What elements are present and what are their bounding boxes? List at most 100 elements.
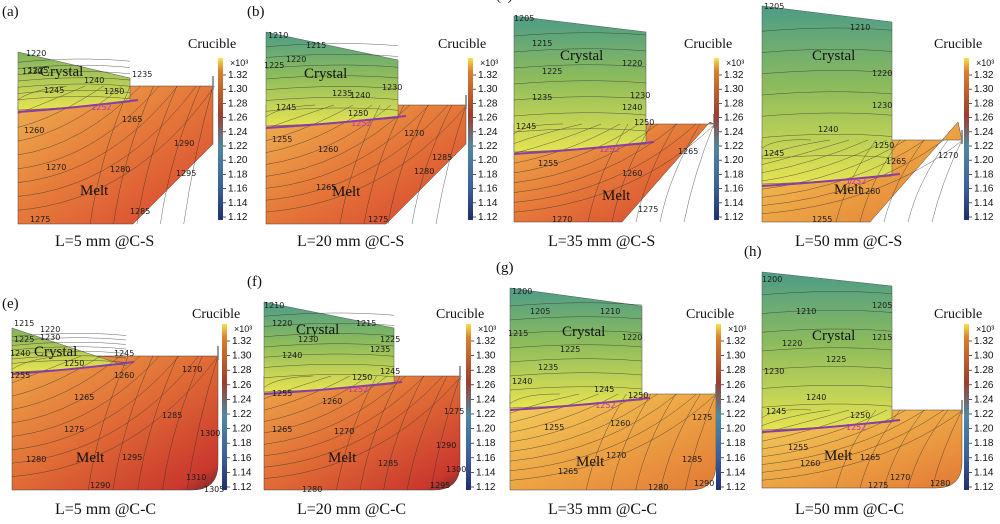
crystal-isotherm [17,71,131,75]
colorbar-tick-label: 1.20 [478,155,498,166]
colorbar-tick-label: 1.32 [228,70,248,81]
crucible-label: Crucible [686,307,734,322]
colorbar-tick-label: 1.18 [726,438,746,449]
contour-label: 1295 [176,169,196,178]
colorbar-tick-label: 1.24 [726,394,746,405]
melt-isotherm [11,355,101,397]
colorbar: ×10³ 1.32 1.30 1.28 1.26 1.24 1.22 1.20 1.18 1.16… [964,324,994,493]
crystal-isotherm [17,64,131,69]
melt-isotherm [761,409,907,458]
contour-label: 1230 [382,83,402,92]
colorbar-tick-label: 1.30 [724,84,744,95]
melt-isotherm [11,355,180,451]
colorbar-tick-label: 1.32 [974,70,994,81]
colorbar-exponent: ×10³ [478,324,496,334]
contour-label: 1270 [404,129,424,138]
colorbar-tick-label: 1.18 [476,438,496,449]
melt-label: Melt [834,182,863,198]
colorbar-tick-label: 1.14 [476,467,496,478]
interface-label: 1252 [846,177,866,186]
crystal-isotherm [265,53,399,58]
isotherms [509,302,717,491]
melt-isotherm [17,85,104,128]
colorbar-tick-label: 1.24 [724,127,744,138]
contour-label: 1300 [446,465,466,474]
panel-caption: L=35 mm @C-C [548,501,657,518]
contour-label: 1260 [860,187,880,196]
melt-isotherm [11,355,160,437]
colorbar-scale [468,58,473,220]
contour-label: 1235 [532,93,552,102]
contour-label: 1255 [272,389,292,398]
colorbar-tick-label: 1.12 [478,212,498,223]
melt-isotherm [509,393,697,472]
contour-label: 1250 [352,373,372,382]
colorbar-tick-label: 1.22 [476,409,496,420]
crystal-isotherm [263,363,395,368]
colorbar-tick-label: 1.12 [476,482,496,493]
melt-isotherm [265,104,392,165]
colorbar-tick-label: 1.26 [476,380,496,391]
crystal-isotherm [11,355,127,360]
crystal-region [513,15,647,153]
melt-isotherm [761,139,945,206]
crystal-label: Crystal [562,324,605,340]
contour-label: 1270 [182,365,202,374]
crystal-isotherm [761,112,893,117]
melt-isotherm [513,123,659,184]
contour-label: 1220 [872,69,892,78]
melt-isotherm [336,375,377,491]
melt-isotherm [761,409,926,465]
melt-isotherm [610,393,652,491]
colorbar-tick-label: 1.22 [974,409,994,420]
melt-isotherm [406,375,448,491]
melt-isotherm [17,85,197,197]
melt-isotherm [17,85,215,211]
contour-label: 1260 [114,371,134,380]
colorbar-tick-label: 1.16 [724,184,744,195]
colorbar-tick-label: 1.26 [974,380,994,391]
colorbar-tick-label: 1.20 [232,424,252,435]
interface-line [263,381,403,395]
crystal-isotherm [265,86,399,90]
melt-isotherm [263,375,332,400]
colorbar-tick-label: 1.12 [726,482,746,493]
melt-isotherm [683,123,715,223]
colorbar-tick-label: 1.24 [974,127,994,138]
contour-label: 1205 [872,301,892,310]
colorbar-tick-label: 1.28 [724,98,744,109]
melt-isotherm [509,393,619,433]
melt-isotherm [907,139,949,223]
melt-isotherm [761,409,945,473]
melt-isotherm [160,85,201,225]
contour-label: 1265 [122,115,142,124]
contour-label: 1230 [872,101,892,110]
colorbar-tick-label: 1.18 [228,169,248,180]
melt-isotherm [11,355,219,477]
contour-label: 1280 [110,165,130,174]
crystal-isotherm [263,333,395,337]
melt-isotherm [907,409,949,489]
colorbar-tick-label: 1.26 [232,380,252,391]
crystal-isotherm [513,48,647,53]
crystal-isotherm [509,302,643,307]
colorbar-tick-label: 1.18 [724,169,744,180]
contour-label: 1275 [868,481,888,490]
contour-label: 1255 [272,135,292,144]
melt-isotherm [513,123,697,203]
contour-label: 1255 [10,371,30,380]
crystal-isotherm [509,372,643,377]
colorbar-tick-label: 1.16 [726,453,746,464]
colorbar-tick-label: 1.14 [724,198,744,209]
crystal-isotherm [11,346,127,351]
colorbar-tick-label: 1.12 [232,482,252,493]
crystal-isotherm [761,347,893,352]
panel-label: (f) [247,274,262,290]
melt-isotherm [263,375,313,388]
contour-label: 1215 [14,319,34,328]
panel-label: (g) [496,260,514,276]
colorbar-tick-label: 1.24 [228,127,248,138]
melt-isotherm [761,139,869,174]
melt-isotherm [430,375,461,491]
